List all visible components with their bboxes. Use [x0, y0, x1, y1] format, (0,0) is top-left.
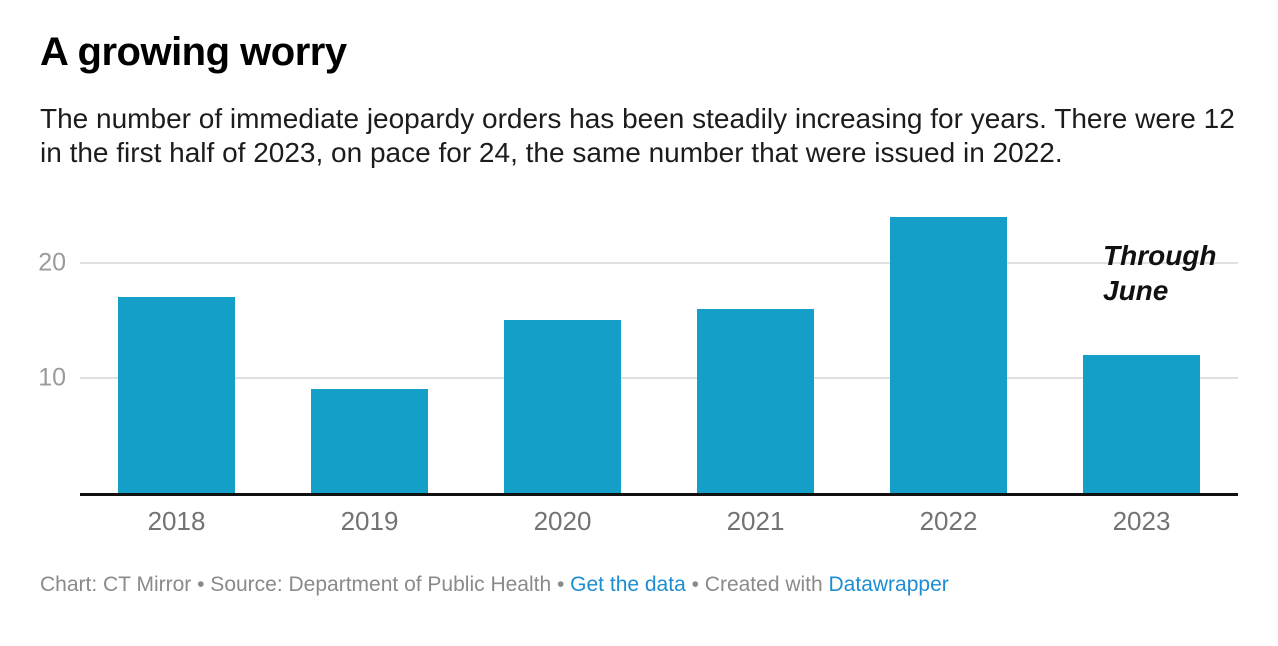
bar-slot	[80, 208, 273, 493]
get-the-data-link[interactable]: Get the data	[570, 573, 686, 596]
chart-description: The number of immediate jeopardy orders …	[40, 102, 1238, 170]
plot-area: 10 20 Through June	[38, 208, 1238, 496]
x-axis-label: 2019	[340, 506, 399, 536]
description-line: The number of immediate jeopardy orders …	[40, 103, 1235, 134]
bar-2021[interactable]	[697, 308, 814, 493]
bar-slot	[273, 208, 466, 493]
bar-2018[interactable]	[118, 297, 235, 493]
bar-chart: 10 20 Through June 2018 2019 2020 2021 2022 20…	[38, 208, 1238, 537]
bar-slot	[1045, 208, 1238, 493]
bar-slot	[466, 208, 659, 493]
x-axis-label: 2020	[533, 506, 592, 536]
x-axis-label: 2022	[919, 506, 978, 536]
bar-slot	[659, 208, 852, 493]
description-line: in the first half of 2023, on pace for 2…	[40, 137, 1063, 168]
created-with-text: • Created with	[685, 573, 829, 596]
chart-annotation: Through June	[1103, 238, 1217, 308]
annotation-line: Through	[1103, 240, 1217, 271]
gridline	[80, 261, 1238, 264]
annotation-line: June	[1103, 275, 1169, 306]
bar-2022[interactable]	[890, 216, 1007, 493]
x-axis-label: 2023	[1112, 506, 1171, 536]
y-axis-tick-label: 20	[38, 248, 66, 277]
bar-2023[interactable]	[1083, 354, 1200, 493]
datawrapper-link[interactable]: Datawrapper	[828, 573, 949, 596]
bar-2019[interactable]	[311, 389, 428, 493]
page-title: A growing worry	[40, 30, 347, 74]
x-axis-labels: 2018 2019 2020 2021 2022 2023	[80, 496, 1238, 537]
gridline	[80, 376, 1238, 379]
bar-slot	[852, 208, 1045, 493]
footer-credit: Chart: CT Mirror • Source: Department of…	[40, 573, 1238, 597]
bar-2020[interactable]	[504, 320, 621, 493]
credit-text: Chart: CT Mirror • Source: Department of…	[40, 573, 571, 596]
chart-card: A growing worry The number of immediate …	[0, 28, 1278, 597]
bars-row	[80, 208, 1238, 493]
y-axis-tick-label: 10	[38, 363, 66, 392]
x-axis-label: 2018	[147, 506, 206, 536]
x-axis-label: 2021	[726, 506, 785, 536]
